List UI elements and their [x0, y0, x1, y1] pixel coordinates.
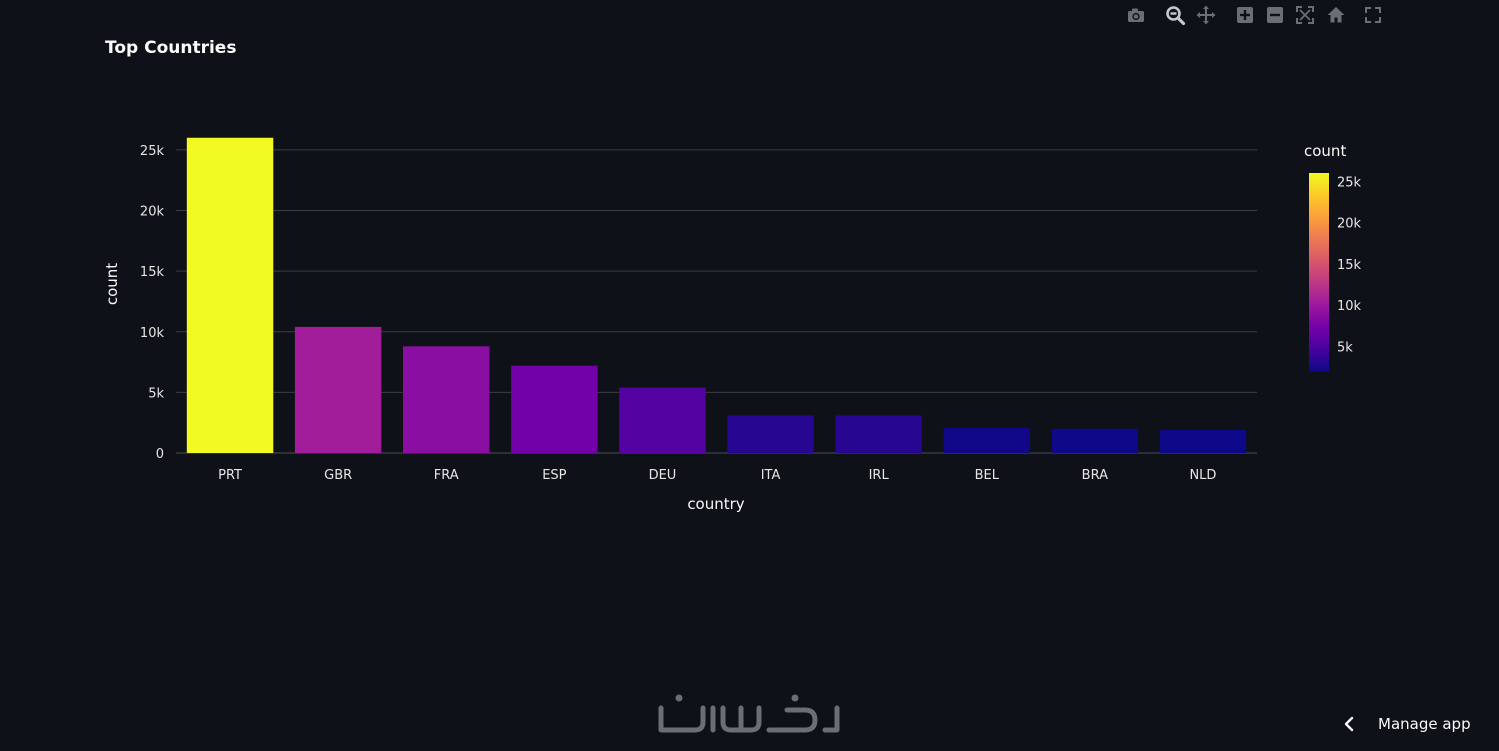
y-tick-label: 20k: [140, 205, 165, 220]
x-tick-label: ITA: [761, 468, 781, 483]
chevron-left-icon: [1344, 716, 1354, 732]
bar-fra[interactable]: [403, 346, 490, 453]
manage-app-label: Manage app: [1378, 715, 1471, 733]
bar-gbr[interactable]: [294, 326, 382, 453]
x-tick-label: IRL: [869, 468, 890, 483]
bar-ita[interactable]: [727, 415, 814, 453]
x-tick-label: FRA: [434, 468, 459, 483]
home-icon[interactable]: [1325, 4, 1347, 26]
zoom-in-icon[interactable]: [1234, 4, 1256, 26]
x-tick-label: BEL: [975, 468, 1000, 483]
y-tick-label: 15k: [140, 265, 165, 280]
bar-esp[interactable]: [511, 365, 598, 453]
y-tick-label: 10k: [140, 326, 165, 341]
bar-nld[interactable]: [1159, 429, 1247, 453]
colorbar-ticks: 5k 10k 15k 20k 25k: [1337, 175, 1362, 355]
colorbar-tick-label: 10k: [1337, 299, 1362, 314]
x-tick-label: GBR: [324, 468, 352, 483]
x-tick-label: PRT: [218, 468, 242, 483]
colorbar-tick-label: 15k: [1337, 258, 1362, 273]
y-tick-label: 0: [156, 447, 164, 462]
x-tick-label: ESP: [542, 468, 566, 483]
pan-icon[interactable]: [1195, 4, 1217, 26]
x-tick-label: NLD: [1189, 468, 1216, 483]
x-axis-title: country: [687, 495, 744, 513]
colorbar: [1309, 173, 1329, 372]
x-tick-label: BRA: [1082, 468, 1108, 483]
chart-title: Top Countries: [105, 38, 236, 58]
bar-bra[interactable]: [1051, 428, 1139, 453]
x-axis-ticks: PRT GBR FRA ESP DEU ITA IRL BEL BRA NLD: [218, 468, 1216, 483]
y-axis-title: count: [103, 263, 121, 305]
colorbar-tick-label: 5k: [1337, 340, 1353, 355]
bar-irl[interactable]: [835, 415, 922, 453]
bars[interactable]: [186, 137, 1247, 453]
colorbar-tick-label: 20k: [1337, 217, 1362, 232]
colorbar-title: count: [1304, 142, 1346, 160]
zoom-out-icon[interactable]: [1264, 4, 1286, 26]
fullscreen-icon[interactable]: [1362, 4, 1384, 26]
camera-icon[interactable]: [1125, 4, 1147, 26]
y-tick-label: 5k: [148, 386, 164, 401]
y-axis-ticks: 0 5k 10k 15k 20k 25k: [140, 144, 165, 462]
colorbar-tick-label: 25k: [1337, 175, 1362, 190]
manage-app-button[interactable]: Manage app: [1340, 704, 1471, 744]
autoscale-icon[interactable]: [1294, 4, 1316, 26]
zoom-icon[interactable]: [1164, 4, 1186, 26]
watermark-logo: [655, 690, 845, 740]
bar-prt[interactable]: [186, 137, 274, 453]
y-tick-label: 25k: [140, 144, 165, 159]
bar-deu[interactable]: [619, 387, 706, 453]
bar-bel[interactable]: [943, 427, 1030, 453]
x-tick-label: DEU: [649, 468, 677, 483]
